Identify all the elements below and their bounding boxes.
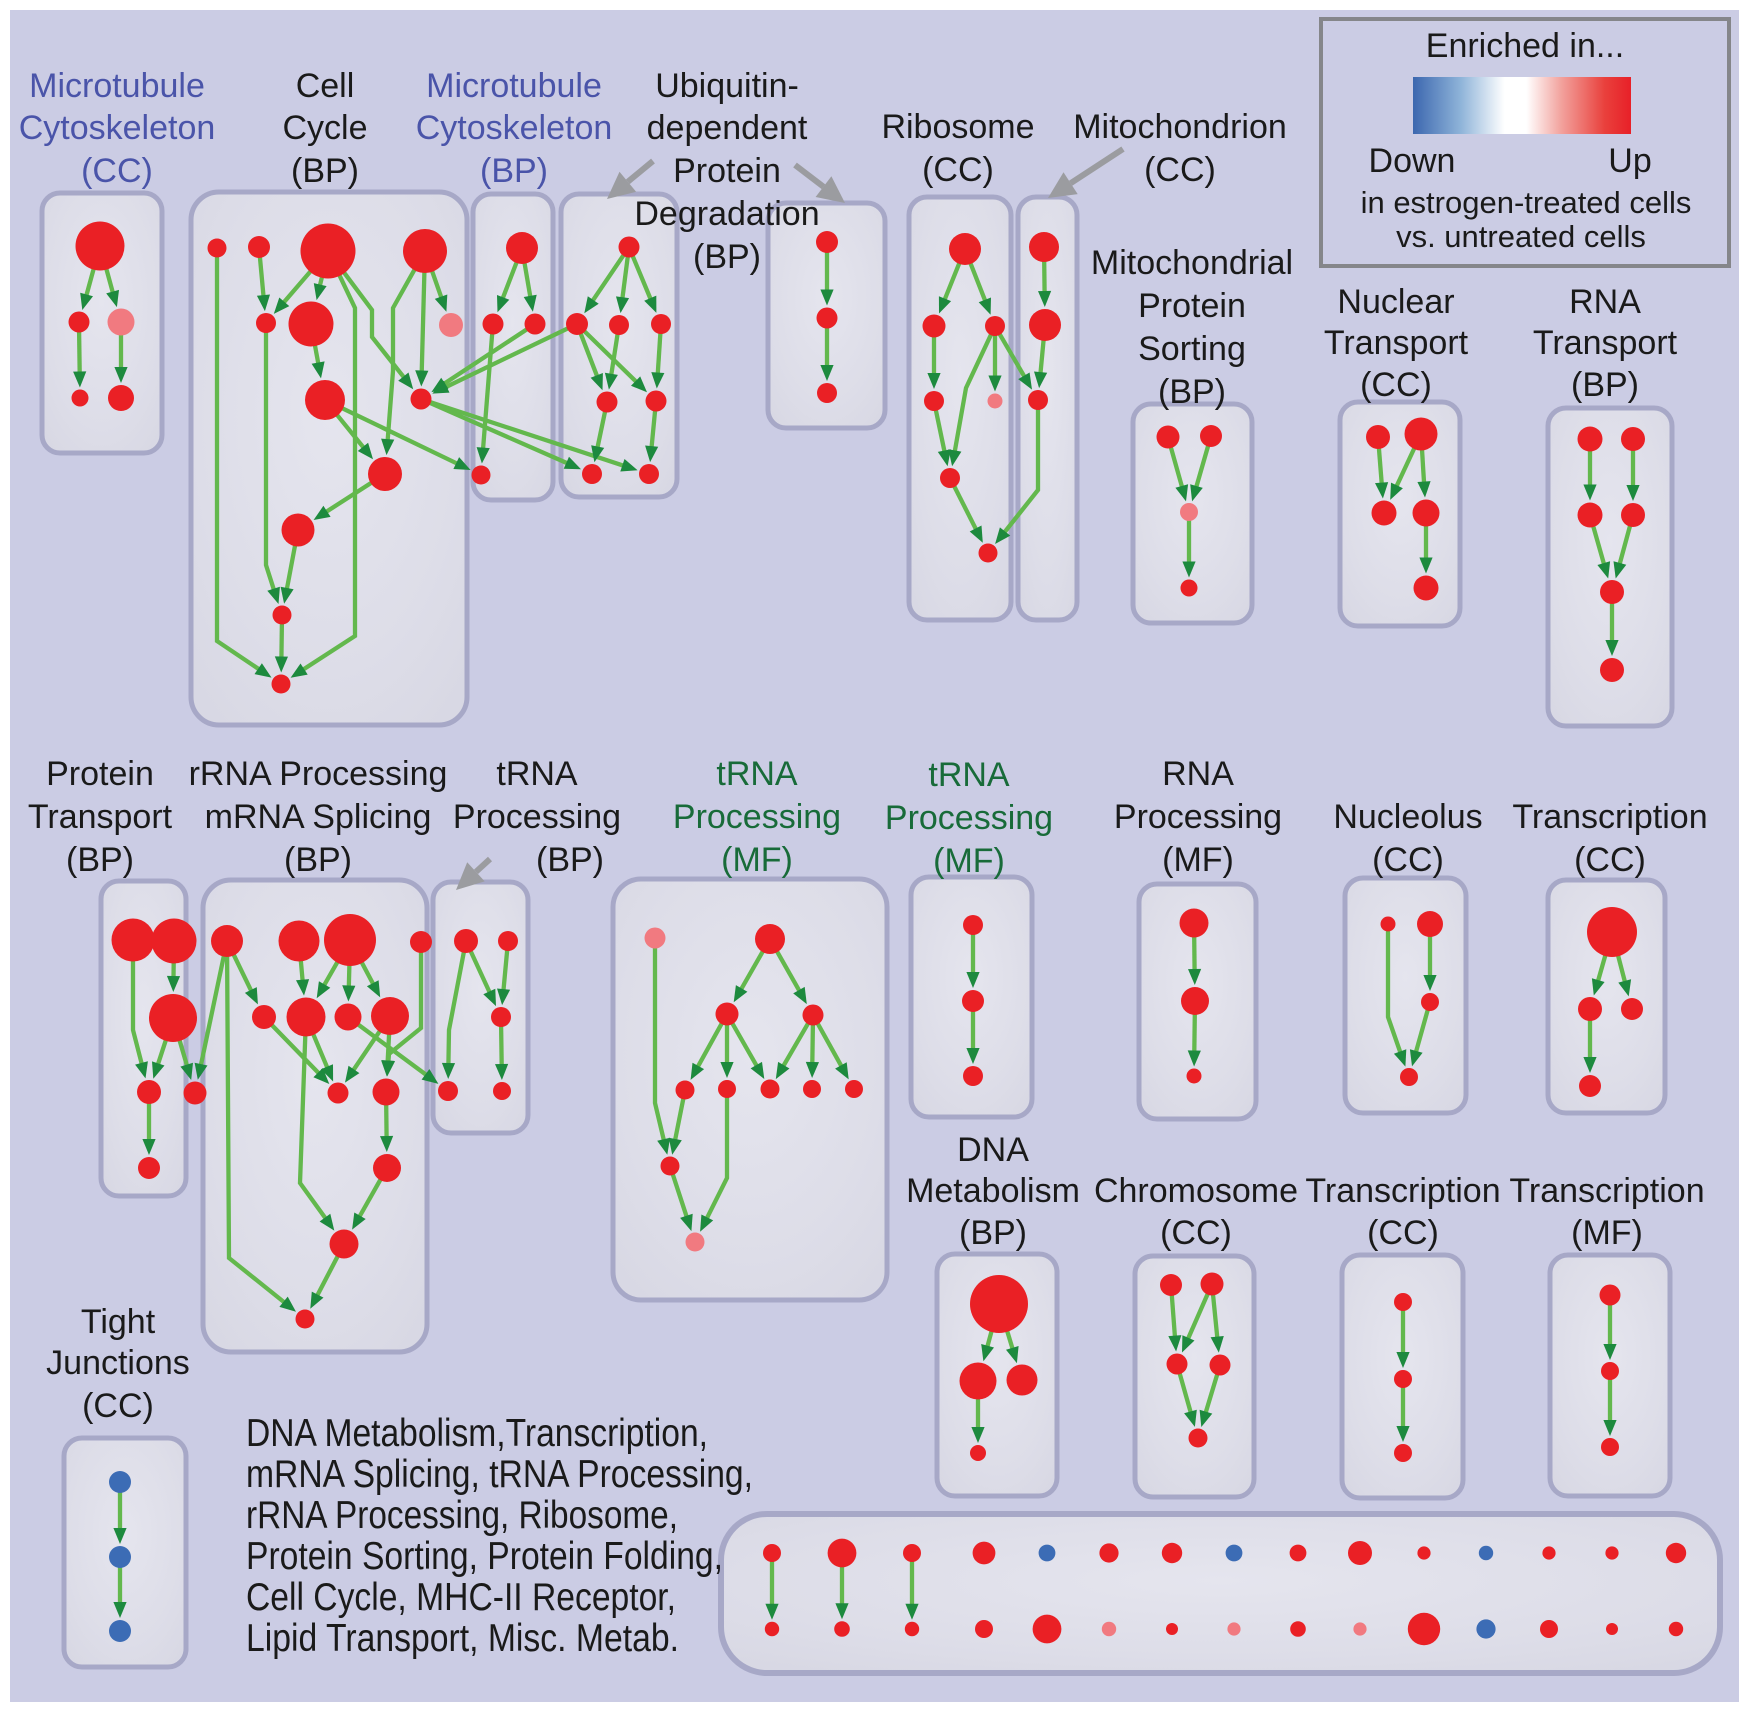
svg-text:(BP): (BP) [1158,373,1226,411]
svg-text:Degradation: Degradation [634,195,819,233]
svg-text:Nucleolus: Nucleolus [1333,798,1482,836]
svg-text:Cell Cycle, MHC-II Receptor,: Cell Cycle, MHC-II Receptor, [246,1576,676,1619]
svg-text:Protein: Protein [673,152,781,190]
svg-text:Microtubule: Microtubule [426,67,602,105]
svg-text:Cell: Cell [296,67,355,105]
svg-text:(CC): (CC) [1372,841,1444,879]
svg-text:(CC): (CC) [922,151,994,189]
svg-text:Tight: Tight [81,1303,156,1341]
svg-text:tRNA: tRNA [716,755,798,793]
svg-text:Transcription: Transcription [1509,1172,1704,1210]
svg-text:(BP): (BP) [284,841,352,879]
svg-text:(BP): (BP) [66,841,134,879]
svg-text:Lipid Transport, Misc. Metab.: Lipid Transport, Misc. Metab. [246,1617,679,1660]
svg-text:Ribosome: Ribosome [881,108,1034,146]
svg-text:rRNA Processing: rRNA Processing [189,755,448,793]
svg-text:(CC): (CC) [1160,1214,1232,1252]
svg-text:(CC): (CC) [82,1387,154,1425]
svg-text:Protein Sorting, Protein Foldi: Protein Sorting, Protein Folding, [246,1535,723,1578]
svg-text:Cytoskeleton: Cytoskeleton [416,109,613,147]
svg-text:Protein: Protein [1138,287,1246,325]
svg-text:Nuclear: Nuclear [1337,283,1454,321]
svg-text:Processing: Processing [453,798,621,836]
svg-text:(MF): (MF) [1162,841,1234,879]
svg-text:Protein: Protein [46,755,154,793]
svg-text:(BP): (BP) [291,152,359,190]
svg-text:(CC): (CC) [1574,841,1646,879]
svg-text:(CC): (CC) [81,152,153,190]
svg-text:Transcription: Transcription [1512,798,1707,836]
svg-text:Mitochondrion: Mitochondrion [1073,108,1287,146]
svg-text:RNA: RNA [1162,755,1234,793]
svg-text:Sorting: Sorting [1138,330,1246,368]
svg-text:(MF): (MF) [721,841,793,879]
svg-text:Down: Down [1369,142,1456,180]
svg-text:Transport: Transport [1533,324,1678,362]
svg-text:RNA: RNA [1569,283,1641,321]
svg-text:Cycle: Cycle [282,109,367,147]
svg-text:Processing: Processing [673,798,841,836]
svg-text:tRNA: tRNA [928,756,1010,794]
svg-text:(BP): (BP) [959,1214,1027,1252]
svg-text:(BP): (BP) [536,841,604,879]
svg-text:rRNA Processing, Ribosome,: rRNA Processing, Ribosome, [246,1494,678,1537]
svg-text:in estrogen-treated cells: in estrogen-treated cells [1361,185,1692,220]
svg-text:(BP): (BP) [480,152,548,190]
svg-text:Transport: Transport [1324,324,1469,362]
svg-text:Processing: Processing [885,799,1053,837]
svg-text:(BP): (BP) [1571,366,1639,404]
svg-text:tRNA: tRNA [496,755,578,793]
svg-text:Junctions: Junctions [46,1344,190,1382]
svg-text:Processing: Processing [1114,798,1282,836]
svg-text:(MF): (MF) [1571,1214,1643,1252]
svg-text:Mitochondrial: Mitochondrial [1091,244,1293,282]
svg-text:Enriched in...: Enriched in... [1426,27,1624,65]
svg-text:(BP): (BP) [693,238,761,276]
svg-text:mRNA Splicing: mRNA Splicing [205,798,432,836]
svg-text:Transcription: Transcription [1305,1172,1500,1210]
svg-text:Up: Up [1608,142,1651,180]
svg-text:DNA: DNA [957,1131,1029,1169]
svg-text:Metabolism: Metabolism [906,1172,1080,1210]
svg-text:(MF): (MF) [933,842,1005,880]
svg-text:vs. untreated cells: vs. untreated cells [1396,219,1646,254]
svg-text:Transport: Transport [28,798,173,836]
svg-text:mRNA Splicing, tRNA Processing: mRNA Splicing, tRNA Processing, [246,1453,753,1496]
svg-text:Chromosome: Chromosome [1094,1172,1298,1210]
svg-text:(CC): (CC) [1144,151,1216,189]
svg-text:(CC): (CC) [1367,1214,1439,1252]
svg-text:(CC): (CC) [1360,366,1432,404]
svg-text:Cytoskeleton: Cytoskeleton [19,109,216,147]
svg-text:Microtubule: Microtubule [29,67,205,105]
svg-text:DNA Metabolism,Transcription,: DNA Metabolism,Transcription, [246,1412,708,1455]
svg-text:Ubiquitin-: Ubiquitin- [655,67,799,105]
svg-text:dependent: dependent [647,109,808,147]
